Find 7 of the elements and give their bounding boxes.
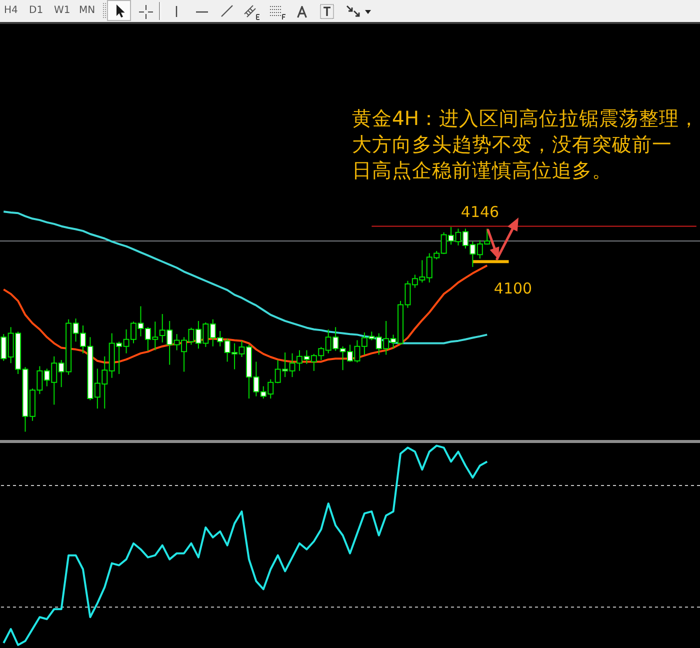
text: H4 [4, 5, 18, 17]
annotation: 4146 [460, 203, 500, 222]
text: 黄金4H：进入区间高位拉锯震荡整理，大方向多头趋势不变，没有突破前一日高点企稳前谨慎高位追多。 [352, 107, 700, 182]
text: D1 [29, 5, 44, 17]
text: MN [79, 5, 96, 17]
annotation: 4100 [494, 280, 532, 298]
text: W1 [54, 5, 70, 17]
